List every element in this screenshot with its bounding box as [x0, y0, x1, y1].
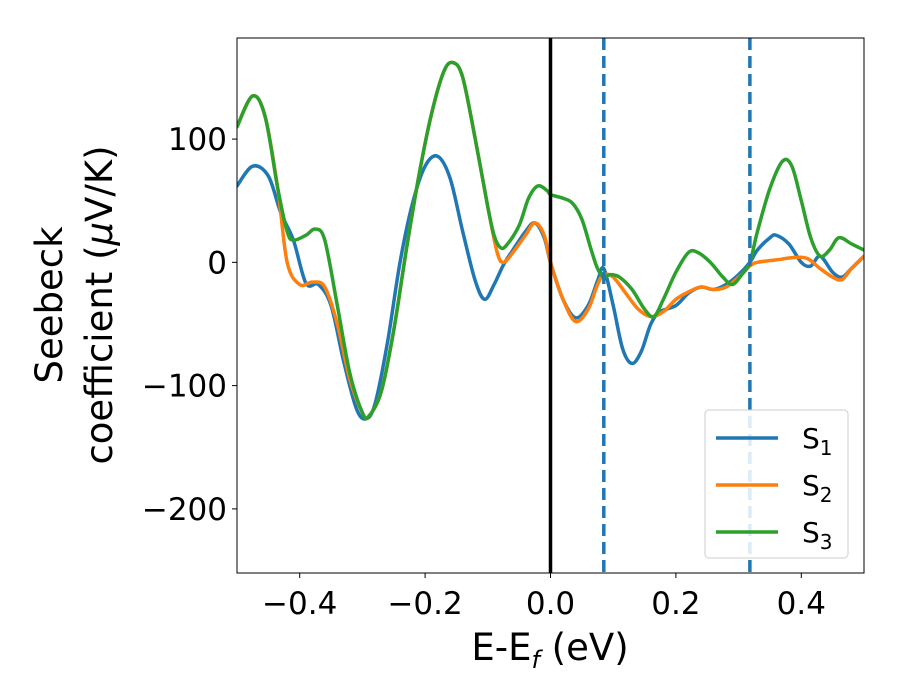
x-tick-label: −0.4: [262, 586, 337, 622]
y-axis-label-line2: coefficient (μV/K): [78, 145, 121, 464]
x-tick-label: 0.2: [651, 586, 700, 622]
legend-label-s1: S1: [802, 422, 833, 460]
y-axis-ticks: −200 −100 0 100: [142, 122, 237, 528]
y-tick-label: 100: [168, 122, 227, 158]
x-axis-label: E-Ef (eV): [471, 626, 628, 674]
y-tick-label: 0: [207, 245, 227, 281]
x-axis-ticks: −0.4 −0.2 0.0 0.2 0.4: [262, 573, 826, 622]
y-tick-label: −100: [142, 369, 227, 405]
y-tick-label: −200: [142, 492, 227, 528]
y-axis-label: Seebeck coefficient (μV/K): [28, 145, 121, 464]
legend: S1 S2 S3: [704, 409, 849, 559]
reference-lines: [548, 38, 752, 573]
x-tick-label: 0.0: [526, 586, 575, 622]
x-tick-label: 0.4: [777, 586, 826, 622]
legend-label-s3: S3: [802, 516, 833, 554]
y-axis-label-line1: Seebeck: [28, 226, 71, 384]
legend-label-s2: S2: [802, 469, 833, 507]
x-tick-label: −0.2: [387, 586, 462, 622]
